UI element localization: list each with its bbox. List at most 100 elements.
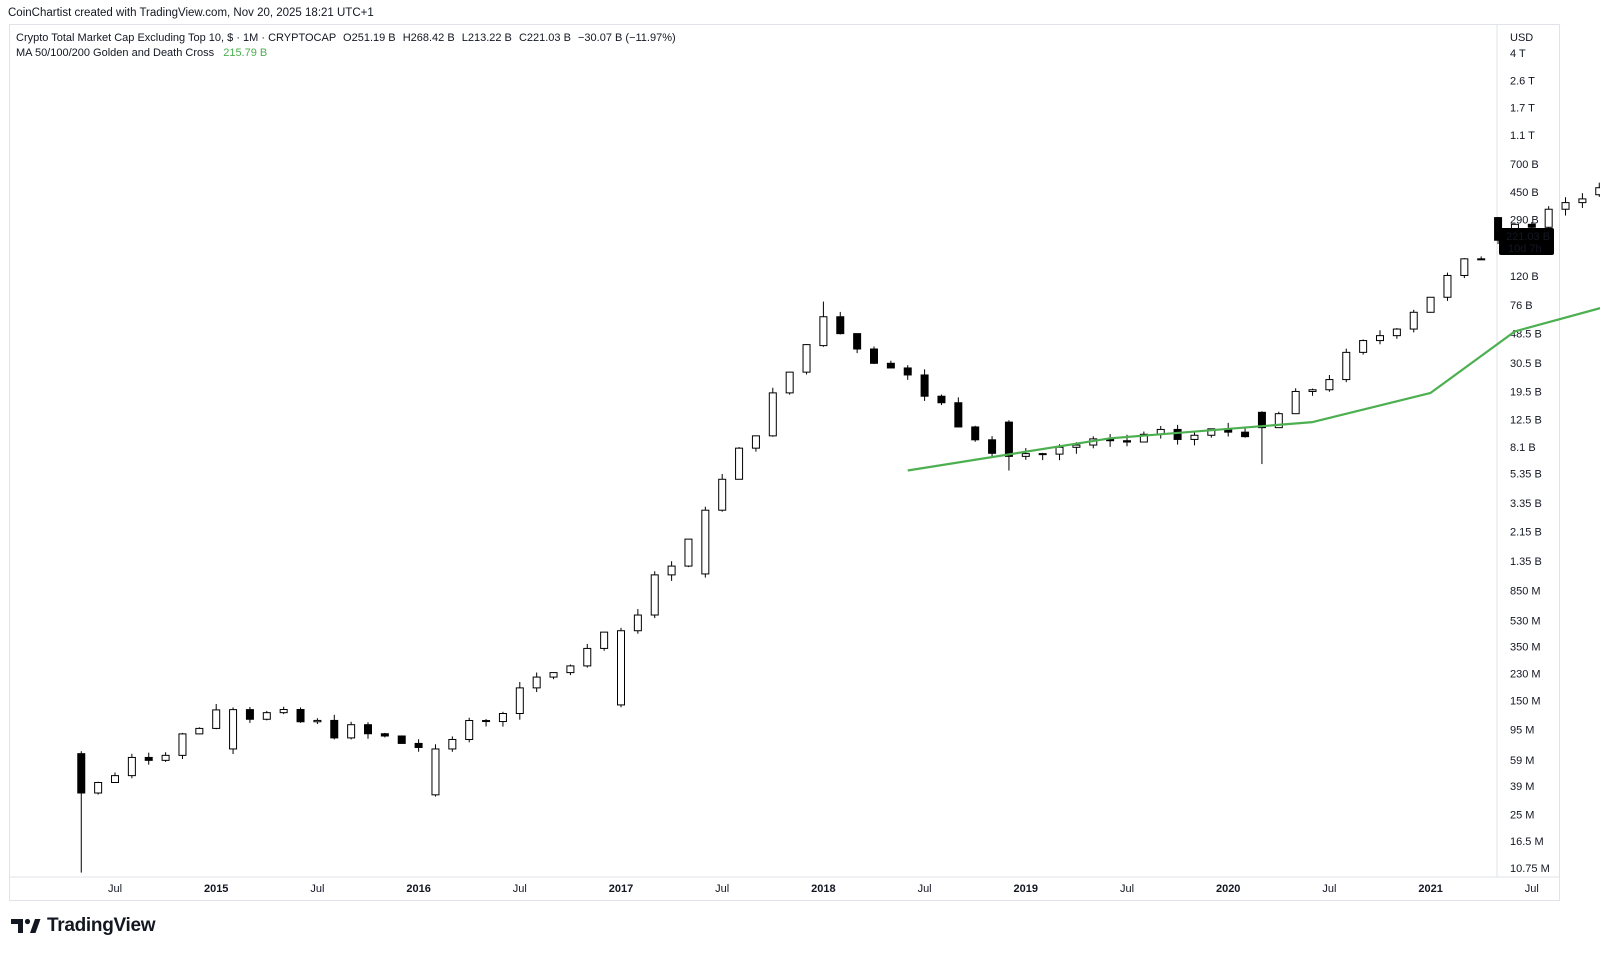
- candle-body[interactable]: [77, 753, 86, 794]
- candle-body[interactable]: [1359, 340, 1368, 353]
- candle-body[interactable]: [751, 435, 760, 449]
- candle-body[interactable]: [1376, 335, 1384, 342]
- candle-body[interactable]: [178, 733, 187, 756]
- candle-body[interactable]: [1190, 434, 1199, 440]
- candle-body[interactable]: [1291, 390, 1300, 415]
- candle-body[interactable]: [515, 687, 524, 715]
- candle-body[interactable]: [954, 402, 963, 428]
- candle-body[interactable]: [195, 727, 204, 735]
- candle-body[interactable]: [161, 754, 170, 761]
- candle-body[interactable]: [650, 574, 659, 616]
- candle-body[interactable]: [1392, 328, 1401, 337]
- candle-body[interactable]: [819, 316, 828, 347]
- candle-body[interactable]: [94, 781, 103, 794]
- candle-body[interactable]: [1578, 198, 1587, 204]
- candle-body[interactable]: [633, 614, 642, 632]
- candle-body[interactable]: [701, 509, 710, 575]
- candle-body[interactable]: [1342, 351, 1351, 381]
- candle-body[interactable]: [1409, 311, 1418, 330]
- candle-body[interactable]: [718, 478, 727, 511]
- candle-body[interactable]: [1139, 433, 1148, 443]
- candle-body[interactable]: [1123, 440, 1131, 443]
- candle-body[interactable]: [262, 712, 271, 720]
- price-tick-label: 48.5 B: [1510, 328, 1542, 340]
- candle-body[interactable]: [1544, 208, 1553, 228]
- candle-body[interactable]: [785, 371, 794, 394]
- candle-body[interactable]: [1561, 202, 1570, 210]
- candle-body[interactable]: [667, 565, 676, 576]
- candle-body[interactable]: [144, 756, 153, 761]
- candle-body[interactable]: [1072, 444, 1081, 448]
- ma-indicator-label[interactable]: MA 50/100/200 Golden and Death Cross: [16, 47, 215, 59]
- candle-body[interactable]: [566, 665, 575, 674]
- candle-body[interactable]: [229, 709, 238, 750]
- time-tick-label: 2020: [1216, 883, 1240, 895]
- candle-body[interactable]: [1308, 389, 1317, 392]
- candle-body[interactable]: [1038, 453, 1047, 456]
- candle-body[interactable]: [498, 713, 507, 723]
- candle-body[interactable]: [583, 647, 592, 667]
- candle-body[interactable]: [127, 756, 136, 777]
- candle-body[interactable]: [347, 724, 356, 739]
- candle-body[interactable]: [836, 316, 845, 335]
- candle-body[interactable]: [296, 709, 305, 723]
- candle-body[interactable]: [1426, 296, 1435, 313]
- candle-body[interactable]: [1595, 187, 1600, 196]
- candle-body[interactable]: [600, 631, 609, 649]
- candle-body[interactable]: [111, 775, 119, 783]
- candle-body[interactable]: [431, 748, 440, 796]
- candle-body[interactable]: [768, 392, 777, 437]
- candle-body[interactable]: [549, 672, 558, 678]
- candle-body[interactable]: [414, 742, 423, 748]
- candle-body[interactable]: [735, 447, 744, 480]
- time-tick-label: Jul: [715, 883, 729, 895]
- candle-body[interactable]: [482, 720, 491, 723]
- candle-body[interactable]: [684, 538, 693, 567]
- price-tick-label: 19.5 B: [1510, 386, 1542, 398]
- candle-body[interactable]: [313, 719, 322, 723]
- candle-body[interactable]: [465, 720, 474, 740]
- candle-body[interactable]: [802, 344, 811, 373]
- candle-body[interactable]: [870, 348, 878, 364]
- candle-body[interactable]: [1477, 258, 1486, 261]
- candle-body[interactable]: [617, 630, 625, 706]
- candle-body[interactable]: [903, 367, 912, 376]
- candle-body[interactable]: [920, 374, 929, 397]
- low-value: L213.22 B: [461, 32, 512, 44]
- tradingview-logo[interactable]: TradingView: [11, 915, 156, 937]
- candle-body[interactable]: [1325, 379, 1334, 391]
- chart-legend: Crypto Total Market Cap Excluding Top 10…: [16, 31, 676, 61]
- candle-body[interactable]: [1241, 431, 1250, 438]
- candle-body[interactable]: [1004, 421, 1013, 457]
- chart-credit: CoinChartist created with TradingView.co…: [8, 7, 374, 19]
- candle-body[interactable]: [1257, 411, 1266, 429]
- candle-body[interactable]: [448, 738, 457, 750]
- candle-body[interactable]: [245, 709, 254, 720]
- candle-body[interactable]: [1527, 223, 1536, 228]
- candle-body[interactable]: [1207, 428, 1216, 436]
- candle-countdown-label: 10d 7h: [1508, 243, 1542, 255]
- candle-body[interactable]: [1274, 413, 1283, 429]
- candle-body[interactable]: [279, 709, 288, 714]
- candle-body[interactable]: [988, 439, 997, 454]
- candle-body[interactable]: [886, 362, 895, 369]
- candle-body[interactable]: [330, 719, 339, 739]
- candle-body[interactable]: [1173, 428, 1182, 440]
- price-tick-label: 150 M: [1510, 696, 1541, 708]
- candle-body[interactable]: [1021, 453, 1030, 457]
- symbol-title: Crypto Total Market Cap Excluding Top 10…: [16, 32, 336, 44]
- change-value: −30.07 B (−11.97%): [578, 32, 676, 44]
- candle-body[interactable]: [1443, 274, 1452, 298]
- candle-body[interactable]: [937, 395, 946, 404]
- candle-body[interactable]: [853, 333, 862, 350]
- candle-body[interactable]: [971, 426, 980, 441]
- ma-line[interactable]: [907, 239, 1600, 472]
- candle-body[interactable]: [1460, 258, 1469, 276]
- candle-body[interactable]: [1055, 446, 1064, 455]
- candle-body[interactable]: [397, 735, 406, 744]
- candle-body[interactable]: [364, 724, 372, 735]
- candle-body[interactable]: [380, 733, 389, 737]
- candle-body[interactable]: [532, 676, 541, 689]
- candle-body[interactable]: [212, 709, 221, 729]
